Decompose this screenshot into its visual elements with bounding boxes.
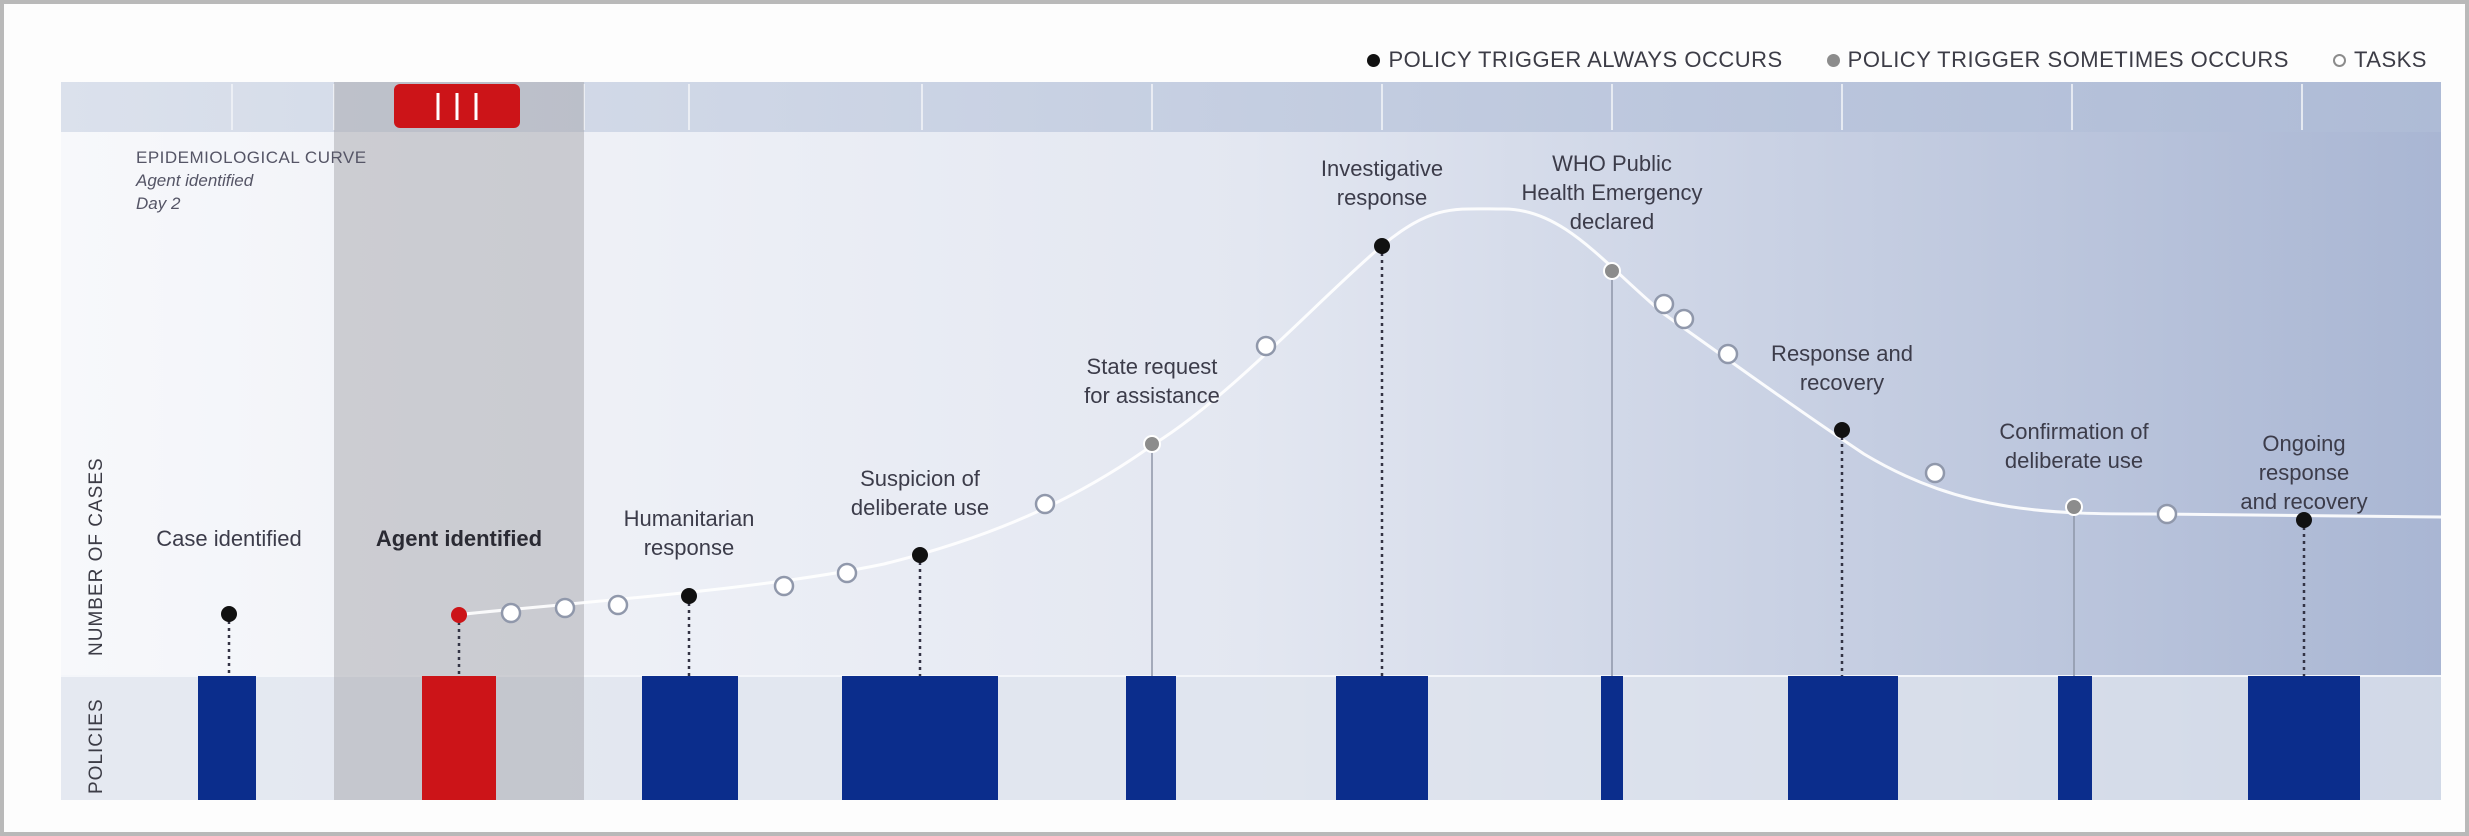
policy-block bbox=[2248, 676, 2360, 800]
task-dot bbox=[836, 562, 858, 584]
task-dot bbox=[500, 602, 522, 624]
policy-blocks bbox=[198, 676, 2360, 800]
milestone-dot bbox=[2296, 512, 2312, 528]
milestone-label: Agent identified bbox=[375, 526, 543, 551]
policy-block bbox=[1788, 676, 1898, 800]
milestone-label: Confirmation of deliberate use bbox=[1999, 419, 2149, 473]
milestone-dot bbox=[451, 607, 467, 623]
milestone-label: Ongoing response and recovery bbox=[2240, 431, 2368, 514]
task-dot bbox=[1673, 308, 1695, 330]
task-dot bbox=[1717, 343, 1739, 365]
policy-block bbox=[1126, 676, 1176, 800]
legend-item-sometimes: POLICY TRIGGER SOMETIMES OCCURS bbox=[1826, 47, 2289, 73]
y-axis-label: NUMBER OF CASES bbox=[86, 457, 107, 656]
milestone-dot bbox=[1603, 262, 1621, 280]
milestone-label: Suspicion of deliberate use bbox=[850, 466, 990, 520]
legend-always-label: POLICY TRIGGER ALWAYS OCCURS bbox=[1388, 47, 1783, 72]
epidemiological-curve-caption: EPIDEMIOLOGICAL CURVE Agent identified D… bbox=[136, 146, 367, 215]
legend-sometimes-label: POLICY TRIGGER SOMETIMES OCCURS bbox=[1847, 47, 2289, 72]
task-dot bbox=[1924, 462, 1946, 484]
milestone-dot bbox=[1834, 422, 1850, 438]
task-dot bbox=[1653, 293, 1675, 315]
milestone-label: WHO Public Health Emergency declared bbox=[1521, 151, 1703, 234]
milestone-dot bbox=[681, 588, 697, 604]
policies-axis-label: POLICIES bbox=[86, 698, 107, 794]
milestone-label: Humanitarian response bbox=[623, 506, 755, 560]
milestone-label: Case identified bbox=[156, 526, 302, 551]
grey-dot-icon bbox=[1826, 53, 1840, 67]
milestone-dot bbox=[2065, 498, 2083, 516]
legend: POLICY TRIGGER ALWAYS OCCURS POLICY TRIG… bbox=[1367, 38, 2427, 82]
black-dot-icon bbox=[1367, 53, 1381, 67]
policy-block bbox=[198, 676, 256, 800]
milestone-dot bbox=[1374, 238, 1390, 254]
milestone-dot bbox=[221, 606, 237, 622]
policy-block bbox=[1601, 676, 1623, 800]
milestone-dot bbox=[912, 547, 928, 563]
timeline-diagram bbox=[61, 82, 2442, 800]
policy-block bbox=[642, 676, 738, 800]
milestone-lines bbox=[227, 246, 2306, 676]
policy-block bbox=[422, 676, 496, 800]
task-dot bbox=[2156, 503, 2178, 525]
milestone-label: Investigative response bbox=[1320, 156, 1444, 210]
curve-title: EPIDEMIOLOGICAL CURVE bbox=[136, 148, 367, 167]
curve-subtitle: Agent identified bbox=[136, 171, 254, 190]
milestone-dots bbox=[221, 238, 2312, 623]
legend-item-tasks: TASKS bbox=[2332, 47, 2427, 73]
milestone-label: Response and recovery bbox=[1771, 341, 1913, 395]
milestone-dot bbox=[1143, 435, 1161, 453]
legend-item-always: POLICY TRIGGER ALWAYS OCCURS bbox=[1367, 47, 1782, 73]
task-dot bbox=[773, 575, 795, 597]
policy-block bbox=[2058, 676, 2092, 800]
task-dot bbox=[554, 597, 576, 619]
open-dot-icon bbox=[2332, 53, 2346, 67]
task-dot bbox=[1034, 493, 1056, 515]
curve-day: Day 2 bbox=[136, 194, 181, 213]
highlight-flag-marks bbox=[436, 93, 478, 120]
epidemic-curve bbox=[453, 207, 2442, 617]
task-dots bbox=[500, 293, 2178, 624]
policy-block bbox=[1336, 676, 1428, 800]
task-dot bbox=[607, 594, 629, 616]
milestone-label: State request for assistance bbox=[1084, 354, 1220, 408]
policy-block bbox=[842, 676, 998, 800]
task-dot bbox=[1255, 335, 1277, 357]
legend-tasks-label: TASKS bbox=[2353, 47, 2427, 72]
